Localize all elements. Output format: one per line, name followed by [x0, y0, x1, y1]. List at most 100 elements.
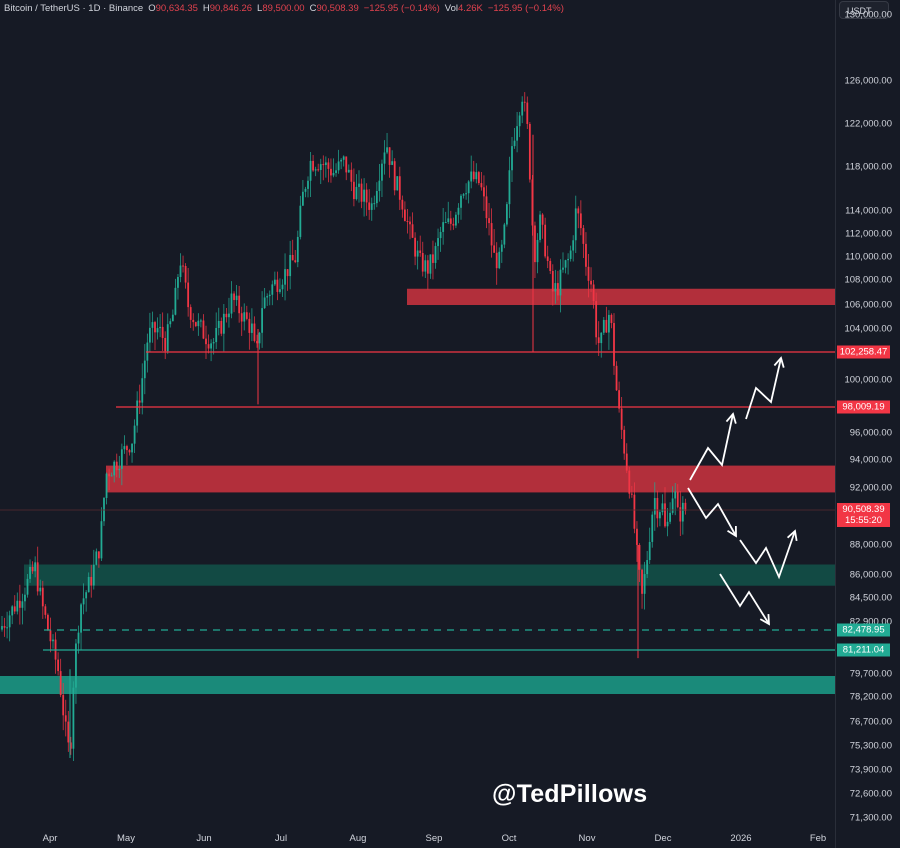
currency-button[interactable]: USDT: [839, 1, 889, 19]
candle-up: [648, 541, 651, 561]
time-tick: Jul: [274, 833, 288, 844]
candle-up: [661, 503, 664, 513]
candle-up: [156, 328, 159, 333]
candle-down: [220, 320, 223, 334]
price-tick: 100,000.00: [844, 374, 892, 386]
candle-down: [286, 269, 289, 277]
candle-up: [309, 160, 312, 181]
symbol-title[interactable]: Bitcoin / TetherUS · 1D · Binance: [4, 3, 144, 14]
candle-up: [80, 604, 82, 633]
candle-up: [271, 284, 274, 295]
candle-up: [564, 260, 567, 268]
candle-up: [574, 208, 577, 241]
candle-up: [559, 269, 562, 296]
candle-down: [184, 265, 187, 283]
price-chart[interactable]: [0, 0, 835, 824]
candle-up: [513, 140, 516, 147]
candle-up: [363, 189, 365, 202]
candle-up: [85, 592, 88, 599]
candle-up: [279, 289, 281, 292]
candle-up: [307, 180, 309, 189]
price-line-label: 102,258.47: [837, 345, 890, 359]
candle-up: [110, 475, 113, 477]
candle-down: [544, 224, 547, 257]
resistance-zone-92k: [106, 465, 835, 493]
candle-up: [299, 205, 302, 237]
candle-up: [143, 360, 146, 379]
candle-up: [424, 260, 427, 272]
candle-down: [625, 453, 628, 471]
candle-down: [590, 280, 592, 285]
price-tick: 88,000.00: [849, 539, 892, 551]
candle-up: [141, 378, 144, 403]
candle-up: [396, 176, 399, 191]
candle-down: [633, 494, 636, 529]
candle-up: [536, 239, 539, 263]
price-tick: 92,000.00: [849, 482, 892, 494]
time-tick: Aug: [349, 833, 367, 844]
candle-up: [567, 258, 569, 261]
price-tick: 118,000.00: [845, 161, 892, 173]
candle-up: [251, 323, 253, 333]
candle-up: [324, 162, 327, 166]
candle-down: [630, 493, 633, 495]
candle-down: [582, 228, 585, 244]
candle-down: [44, 606, 47, 615]
candle-down: [294, 260, 297, 263]
candle-down: [388, 147, 391, 165]
candle-up: [289, 254, 292, 277]
candle-up: [554, 283, 557, 292]
candle-down: [115, 461, 118, 471]
price-tick: 94,000.00: [849, 454, 892, 466]
candle-down: [62, 695, 65, 716]
candle-up: [508, 170, 511, 205]
candle-up: [434, 246, 437, 263]
candle-down: [256, 340, 258, 344]
candle-down: [641, 569, 643, 594]
candle-up: [666, 521, 669, 527]
candle-up: [243, 312, 246, 322]
candle-down: [419, 250, 422, 253]
candle-up: [131, 443, 133, 453]
candle-down: [330, 168, 332, 176]
candle-down: [426, 260, 429, 274]
candle-up: [75, 643, 77, 688]
candle-down: [13, 606, 16, 612]
candle-down: [620, 408, 623, 430]
candle-up: [228, 313, 230, 318]
candle-down: [636, 528, 638, 545]
candle-up: [217, 320, 220, 328]
price-axis[interactable]: [835, 0, 900, 848]
bull-arrow-1: [689, 413, 734, 481]
candle-down: [421, 252, 424, 272]
candle-down: [187, 282, 190, 308]
candle-up: [149, 327, 151, 343]
candle-down: [192, 319, 195, 323]
candle-up: [358, 183, 360, 187]
candle-down: [138, 400, 141, 403]
candle-up: [375, 190, 378, 204]
candle-down: [90, 576, 93, 586]
candle-down: [59, 671, 62, 696]
candle-down: [194, 322, 197, 327]
candle-down: [345, 156, 348, 173]
candle-down: [477, 172, 480, 184]
candle-down: [664, 503, 666, 527]
candle-down: [365, 189, 368, 203]
price-tick: 112,000.00: [845, 228, 892, 240]
candle-down: [579, 213, 582, 229]
candle-up: [212, 342, 215, 344]
candle-up: [600, 332, 603, 344]
candle-down: [207, 344, 210, 349]
candle-down: [240, 313, 243, 322]
candle-down: [67, 721, 70, 743]
candlestick-plot[interactable]: [0, 0, 835, 824]
price-tick: 86,000.00: [849, 569, 892, 581]
candle-up: [1, 626, 3, 630]
candle-down: [406, 220, 409, 222]
candle-down: [225, 313, 228, 318]
candle-down: [126, 446, 128, 451]
price-tick: 72,600.00: [849, 788, 892, 800]
candle-up: [608, 314, 610, 333]
candle-up: [210, 343, 212, 349]
